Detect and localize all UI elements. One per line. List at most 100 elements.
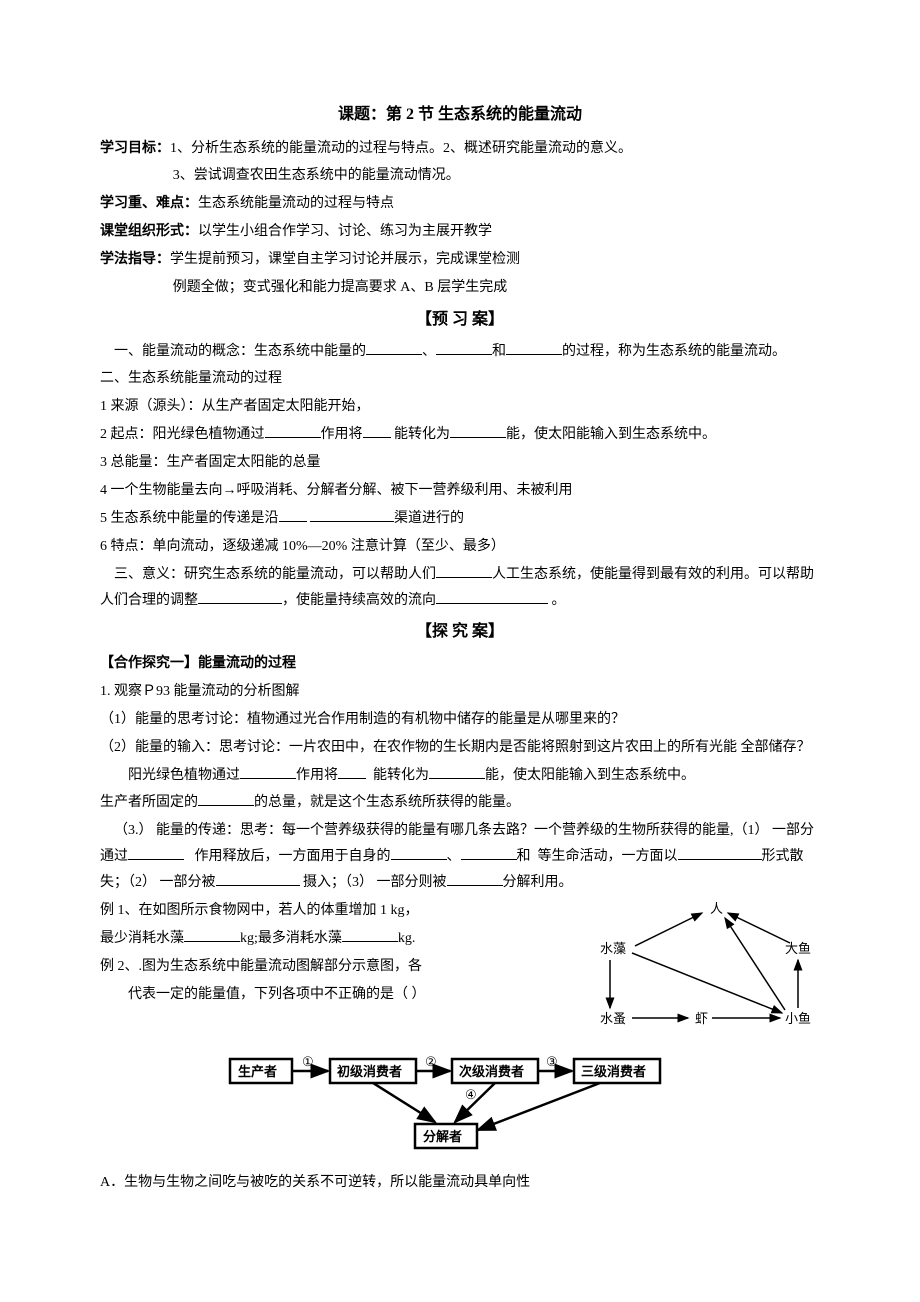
p4: 2 起点：阳光绿色植物通过 作用将 能转化为 能，使太阳能输入到生态系统中。	[100, 422, 820, 448]
ex1d: kg.	[398, 931, 416, 946]
label-1: ①	[302, 1054, 314, 1069]
ex1b: 最少消耗水藻	[100, 931, 184, 946]
p9: 三、意义：研究生态系统的能量流动，可以帮助人们人工生态系统，使能量得到最有效的利…	[100, 562, 820, 614]
p7a: 5 生态系统中能量的传递是沿	[100, 511, 279, 526]
org-text: 以学生小组合作学习、讨论、练习为主展开教学	[198, 224, 492, 239]
label-2: ②	[425, 1054, 437, 1069]
c7b: 作用释放后，一方面用于自身的	[191, 849, 391, 864]
ex2-line2: 代表一定的能量值，下列各项中不正确的是（ ）	[100, 982, 582, 1008]
c6a: 生产者所固定的	[100, 795, 198, 810]
node-human: 人	[710, 901, 723, 916]
example-figure-row: 例 1、在如图所示食物网中，若人的体重增加 1 kg， 最少消耗水藻kg;最多消…	[100, 898, 820, 1048]
org-label: 课堂组织形式：	[100, 224, 198, 239]
blank	[198, 589, 282, 604]
p8: 6 特点：单向流动，逐级递减 10%—20% 注意计算（至少、最多）	[100, 534, 820, 560]
c5c: 能转化为	[373, 768, 429, 783]
c7: （3.） 能量的传递：思考：每一个营养级获得的能量有哪几条去路？一个营养级的生物…	[100, 818, 820, 896]
option-a: A．生物与生物之间吃与被吃的关系不可逆转，所以能量流动具单向性	[100, 1170, 820, 1196]
p5: 3 总能量：生产者固定太阳能的总量	[100, 450, 820, 476]
blank	[363, 423, 391, 438]
p9d: 。	[552, 593, 566, 608]
p4c: 能转化为	[391, 427, 451, 442]
method-text1: 学生提前预习，课堂自主学习讨论并展示，完成课堂检测	[170, 252, 520, 267]
label-4: ④	[465, 1087, 477, 1102]
difficulty: 学习重、难点：生态系统能量流动的过程与特点	[100, 191, 820, 217]
p9a: 三、意义：研究生态系统的能量流动，可以帮助人们	[114, 567, 436, 582]
p1b: 、	[422, 344, 436, 359]
c2: 1. 观察Ｐ93 能量流动的分析图解	[100, 679, 820, 705]
box-c1: 初级消费者	[337, 1064, 402, 1079]
obj-text1: 1、分析生态系统的能量流动的过程与特点。2、概述研究能量流动的意义。	[170, 141, 632, 156]
concept-line: 一、能量流动的概念：生态系统中能量的、和的过程，称为生态系统的能量流动。	[100, 339, 820, 365]
node-smallfish: 小鱼	[785, 1011, 811, 1026]
blank	[338, 764, 366, 779]
blank	[216, 871, 300, 886]
method-label: 学法指导：	[100, 252, 170, 267]
blank	[128, 845, 184, 860]
node-shrimp: 虾	[695, 1011, 708, 1026]
section-explore: 【探 究 案】	[100, 617, 820, 647]
organization: 课堂组织形式：以学生小组合作学习、讨论、练习为主展开教学	[100, 219, 820, 245]
method-line1: 学法指导：学生提前预习，课堂自主学习讨论并展示，完成课堂检测	[100, 247, 820, 273]
c6b: 的总量，就是这个生态系统所获得的能量。	[254, 795, 520, 810]
food-web-diagram: 人 水藻 大鱼 水蚤 虾 小鱼	[590, 898, 820, 1038]
blank	[461, 845, 517, 860]
c1: 【合作探究一】能量流动的过程	[100, 651, 820, 677]
box-decomp: 分解者	[423, 1129, 462, 1144]
p1d: 的过程，称为生态系统的能量流动。	[562, 344, 786, 359]
p7b: 渠道进行的	[394, 511, 464, 526]
objectives-line1: 学习目标：1、分析生态系统的能量流动的过程与特点。2、概述研究能量流动的意义。	[100, 136, 820, 162]
p4a: 2 起点：阳光绿色植物通过	[100, 427, 265, 442]
diff-label: 学习重、难点：	[100, 196, 198, 211]
label-3: ③	[546, 1054, 558, 1069]
c7g: 摄入；（3） 一部分则被	[300, 875, 447, 890]
blank	[198, 791, 254, 806]
c5d: 能，使太阳能输入到生态系统中。	[485, 768, 695, 783]
blank	[184, 927, 240, 942]
blank	[366, 340, 422, 355]
blank	[447, 871, 503, 886]
p2: 二、生态系统能量流动的过程	[100, 366, 820, 392]
c6: 生产者所固定的 的总量，就是这个生态系统所获得的能量。	[100, 790, 820, 816]
c5a: 阳光绿色植物通过	[128, 768, 240, 783]
p1c: 和	[492, 344, 506, 359]
c7c: 、	[447, 849, 461, 864]
box-c3: 三级消费者	[581, 1064, 646, 1079]
page-title: 课题：第 2 节 生态系统的能量流动	[100, 100, 820, 130]
blank	[450, 423, 506, 438]
box-producer: 生产者	[238, 1064, 277, 1079]
blank	[240, 764, 296, 779]
blank	[391, 845, 447, 860]
c1-label: 【合作探究一】能量流动的过程	[100, 656, 296, 671]
c3: （1）能量的思考讨论：植物通过光合作用制造的有机物中储存的能量是从哪里来的？	[100, 707, 820, 733]
blank	[265, 423, 321, 438]
blank	[279, 507, 307, 522]
p9c: ，使能量持续高效的流向	[282, 593, 436, 608]
ex2-line1: 例 2、.图为生态系统中能量流动图解部分示意图，各	[100, 954, 582, 980]
p6: 4 一个生物能量去向→呼吸消耗、分解者分解、被下一营养级利用、未被利用	[100, 478, 820, 504]
p3: 1 来源（源头）：从生产者固定太阳能开始，	[100, 394, 820, 420]
blank	[342, 927, 398, 942]
c7h: 分解利用。	[503, 875, 573, 890]
objectives-line2: 3、尝试调查农田生态系统中的能量流动情况。	[100, 163, 820, 189]
p4b: 作用将	[321, 427, 363, 442]
method-line2: 例题全做；变式强化和能力提高要求 A、B 层学生完成	[100, 275, 820, 301]
blank	[429, 764, 485, 779]
node-flea: 水蚤	[600, 1011, 626, 1026]
blank	[678, 845, 762, 860]
obj-label: 学习目标：	[100, 141, 170, 156]
c7e: 等生命活动，一方面以	[538, 849, 678, 864]
c7d: 和	[517, 849, 531, 864]
ex1c: kg;最多消耗水藻	[240, 931, 342, 946]
blank	[436, 589, 548, 604]
blank	[436, 563, 492, 578]
box-c2: 次级消费者	[459, 1064, 524, 1079]
diff-text: 生态系统能量流动的过程与特点	[198, 196, 394, 211]
c5: 阳光绿色植物通过 作用将 能转化为 能，使太阳能输入到生态系统中。	[100, 763, 820, 789]
c5b: 作用将	[296, 768, 338, 783]
blank	[506, 340, 562, 355]
blank	[310, 507, 394, 522]
p7: 5 生态系统中能量的传递是沿 渠道进行的	[100, 506, 820, 532]
c4: （2）能量的输入：思考讨论：一片农田中，在农作物的生长期内是否能将照射到这片农田…	[100, 735, 820, 761]
p4d: 能，使太阳能输入到生态系统中。	[506, 427, 716, 442]
